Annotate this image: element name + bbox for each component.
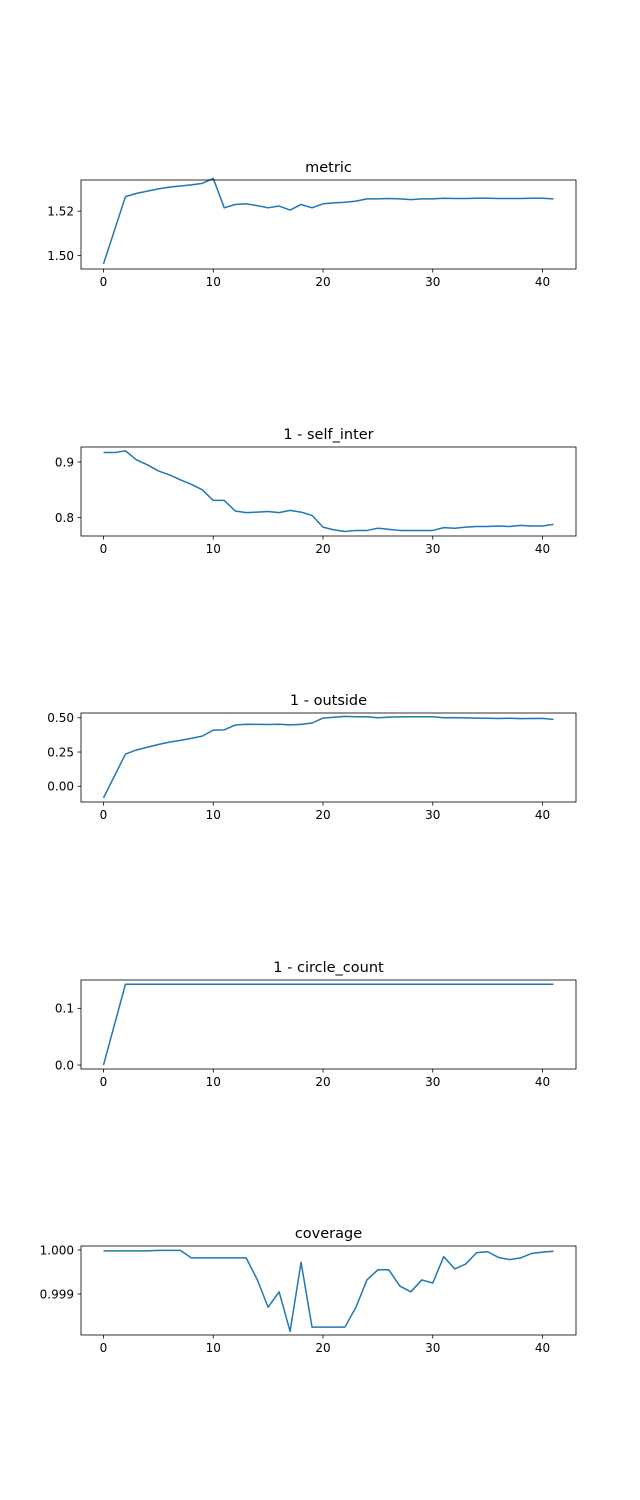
- series-line-0: [103, 450, 554, 533]
- x-tick-label: 20: [315, 1075, 330, 1089]
- chart-title: metric: [305, 160, 352, 176]
- x-tick-label: 30: [425, 1341, 440, 1355]
- axes-frame: [80, 979, 577, 1070]
- x-tick-label: 40: [535, 542, 550, 556]
- x-tick-label: 0: [100, 542, 108, 556]
- x-tick-label: 40: [535, 275, 550, 289]
- x-tick-label: 30: [425, 1075, 440, 1089]
- x-tick-label: 40: [535, 808, 550, 822]
- x-tick-label: 10: [206, 1341, 221, 1355]
- axes-frame: [80, 1245, 577, 1336]
- series-line-0: [102, 983, 554, 1066]
- x-tick-label: 20: [315, 275, 330, 289]
- x-tick-label: 30: [425, 542, 440, 556]
- axes-frame: [80, 179, 577, 270]
- y-tick-label: 1.50: [47, 249, 74, 263]
- axes-frame: [80, 712, 577, 803]
- y-tick-label: 0.25: [47, 745, 74, 759]
- y-tick-label: 0.999: [40, 1287, 74, 1301]
- chart-title: 1 - circle_count: [273, 960, 384, 976]
- x-tick-label: 20: [315, 1341, 330, 1355]
- y-tick-label: 0.9: [55, 455, 74, 469]
- y-tick-label: 0.50: [47, 711, 74, 725]
- x-tick-label: 40: [535, 1341, 550, 1355]
- chart-2: 1 - outside 0 10 20 30 40 0.00 0.25 0.50: [47, 693, 577, 822]
- chart-4: coverage 0 10 20 30 40 0.999 1.000: [40, 1226, 577, 1355]
- chart-title: coverage: [295, 1226, 362, 1242]
- y-tick-label: 1.52: [47, 204, 74, 218]
- x-tick-label: 30: [425, 275, 440, 289]
- y-tick-label: 1.000: [40, 1243, 74, 1257]
- y-tick-label: 0.0: [55, 1058, 74, 1072]
- series-line-0: [103, 1249, 554, 1333]
- chart-1: 1 - self_inter 0 10 20 30 40 0.8 0.9: [55, 427, 577, 556]
- chart-title: 1 - self_inter: [283, 427, 373, 443]
- series-line-0: [102, 177, 554, 265]
- x-tick-label: 10: [206, 542, 221, 556]
- x-tick-label: 10: [206, 808, 221, 822]
- x-tick-label: 0: [100, 1075, 108, 1089]
- axes-frame: [80, 446, 577, 537]
- chart-3: 1 - circle_count 0 10 20 30 40 0.0 0.1: [55, 960, 577, 1089]
- chart-title: 1 - outside: [290, 693, 367, 709]
- x-tick-label: 0: [100, 808, 108, 822]
- x-tick-label: 20: [315, 542, 330, 556]
- x-tick-label: 30: [425, 808, 440, 822]
- x-tick-label: 40: [535, 1075, 550, 1089]
- y-tick-label: 0.8: [55, 511, 74, 525]
- series-line-0: [102, 715, 554, 799]
- x-tick-label: 10: [206, 275, 221, 289]
- x-tick-label: 20: [315, 808, 330, 822]
- chart-0: metric 0 10 20 30 40 1.50 1.52: [47, 160, 577, 289]
- x-tick-label: 10: [206, 1075, 221, 1089]
- x-tick-label: 0: [100, 275, 108, 289]
- x-tick-label: 0: [100, 1341, 108, 1355]
- y-tick-label: 0.1: [55, 1002, 74, 1016]
- y-tick-label: 0.00: [47, 780, 74, 794]
